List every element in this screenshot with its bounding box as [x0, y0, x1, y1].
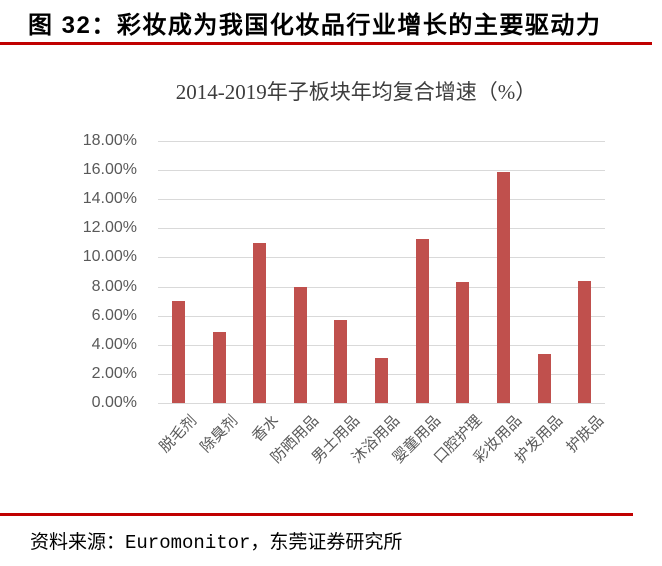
gridline — [158, 403, 605, 404]
gridline — [158, 170, 605, 172]
bar — [334, 320, 348, 403]
y-tick-label: 8.00% — [91, 277, 137, 295]
bar — [537, 353, 551, 403]
gridline — [158, 257, 605, 259]
plot-area — [158, 141, 605, 404]
bar — [375, 357, 388, 403]
source-text: 资料来源：Euromonitor，东莞证券研究所 — [30, 532, 403, 554]
footer-divider-rule — [0, 513, 633, 516]
gridline — [158, 315, 605, 317]
y-tick-label: 2.00% — [91, 364, 137, 382]
x-category-label: 脱毛剂 — [156, 412, 201, 456]
gridline — [158, 344, 605, 346]
figure-title: 图 32：彩妆成为我国化妆品行业增长的主要驱动力 — [28, 12, 602, 39]
y-tick-label: 16.00% — [82, 161, 137, 179]
bar — [496, 171, 510, 403]
bar — [212, 331, 226, 403]
gridline — [158, 141, 605, 142]
y-tick-label: 12.00% — [82, 219, 137, 237]
x-category-label: 护肤品 — [562, 412, 607, 456]
bar — [456, 282, 470, 403]
y-tick-label: 18.00% — [82, 132, 137, 149]
gridline — [158, 286, 605, 288]
gridline — [158, 228, 605, 230]
bar — [578, 280, 592, 403]
y-tick-label: 10.00% — [82, 248, 137, 266]
bar — [253, 242, 267, 403]
bar — [171, 301, 185, 403]
gridline — [158, 199, 605, 201]
header-divider-rule — [0, 42, 652, 45]
bar — [415, 238, 429, 403]
y-tick-label: 14.00% — [82, 190, 137, 208]
x-category-label: 除臭剂 — [197, 412, 242, 456]
y-tick-label: 0.00% — [91, 394, 137, 411]
chart-title: 2014-2019年子板块年均复合增速（%） — [175, 80, 537, 104]
y-tick-label: 6.00% — [91, 306, 137, 324]
y-tick-label: 4.00% — [91, 335, 137, 353]
bar — [293, 286, 307, 403]
